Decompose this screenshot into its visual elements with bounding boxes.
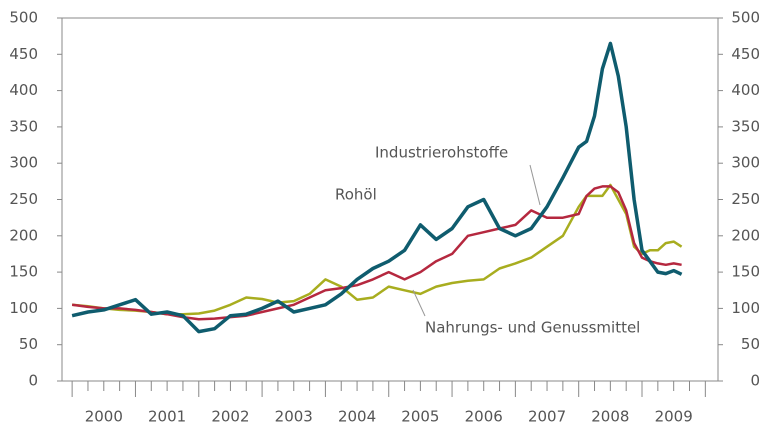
y2-tick-label: 450	[731, 45, 760, 63]
y2-tick-label: 300	[731, 154, 760, 172]
y-tick-label: 450	[9, 45, 38, 63]
x-tick-label: 2006	[465, 408, 503, 426]
y-tick-label: 300	[9, 154, 38, 172]
y2-tick-label: 100	[731, 299, 760, 317]
y-tick-label: 500	[9, 9, 38, 27]
x-tick-label: 2003	[275, 408, 313, 426]
x-tick-label: 2002	[211, 408, 249, 426]
y2-tick-label: 200	[731, 226, 760, 244]
y-tick-label: 50	[19, 335, 38, 353]
x-tick-label: 2008	[591, 408, 629, 426]
x-tick-label: 2005	[401, 408, 439, 426]
series-label: Rohöl	[335, 186, 377, 204]
y-tick-label: 250	[9, 190, 38, 208]
y2-tick-label: 500	[731, 9, 760, 27]
x-tick-label: 2004	[338, 408, 376, 426]
x-tick-label: 2001	[148, 408, 186, 426]
y-tick-label: 100	[9, 299, 38, 317]
series-label: Industrierohstoffe	[375, 144, 508, 162]
leader-line	[412, 289, 426, 317]
y2-tick-label: 400	[731, 81, 760, 99]
y2-tick-label: 150	[731, 263, 760, 281]
series-line	[71, 185, 682, 321]
x-tick-label: 2000	[85, 408, 123, 426]
y-tick-label: 0	[28, 372, 38, 390]
x-tick-label: 2009	[655, 408, 693, 426]
y-tick-label: 350	[9, 117, 38, 135]
series-line	[71, 183, 683, 316]
y2-tick-label: 350	[731, 117, 760, 135]
series-label: Nahrungs- und Genussmittel	[425, 319, 640, 337]
y2-tick-label: 50	[741, 335, 760, 353]
y-tick-label: 400	[9, 81, 38, 99]
x-tick-label: 2007	[528, 408, 566, 426]
y-tick-label: 150	[9, 263, 38, 281]
y2-tick-label: 250	[731, 190, 760, 208]
y-tick-label: 200	[9, 226, 38, 244]
series-line	[71, 41, 683, 334]
leader-line	[529, 164, 541, 206]
y2-tick-label: 0	[750, 372, 760, 390]
